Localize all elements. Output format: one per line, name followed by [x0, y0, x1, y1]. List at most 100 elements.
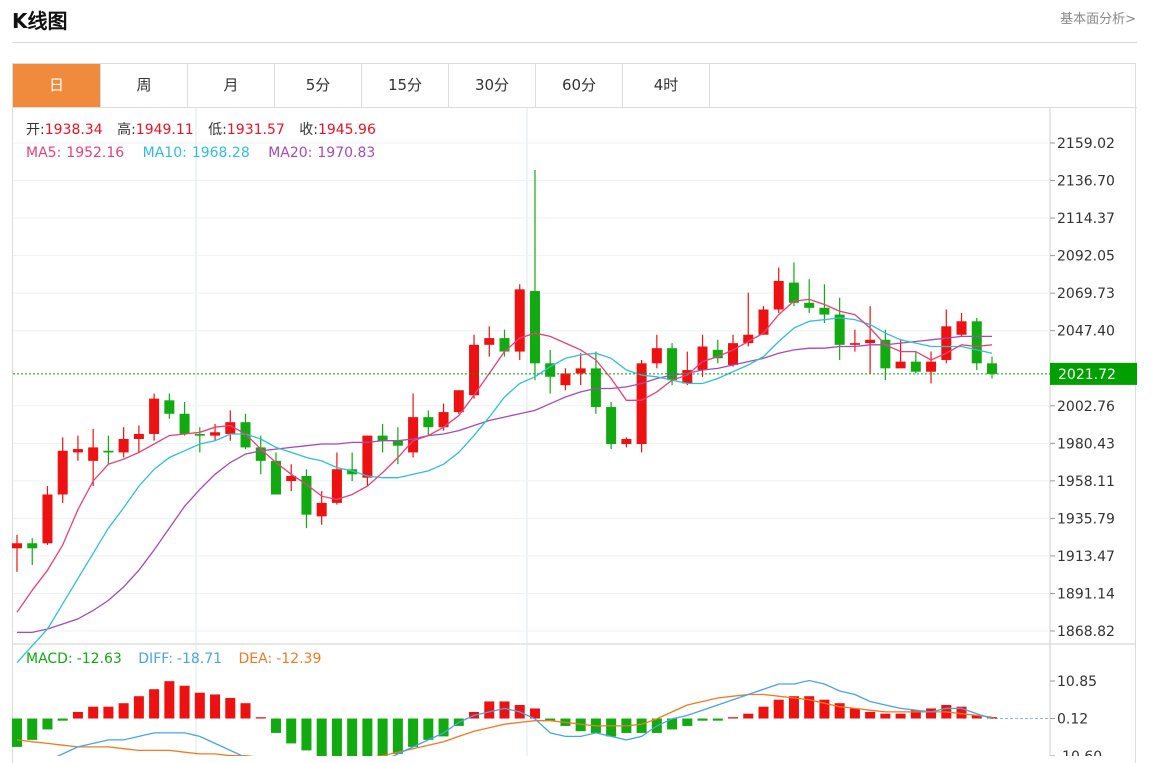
- macd-bar-24: [377, 718, 388, 756]
- candle-body-52: [804, 302, 815, 308]
- candle-body-51: [788, 282, 799, 303]
- macd-bar-16: [255, 717, 266, 719]
- ma-readout: MA5: 1952.16 MA10: 1968.28 MA20: 1970.83: [26, 145, 375, 161]
- candle-body-23: [362, 435, 373, 478]
- macd-bar-32: [499, 701, 510, 719]
- candle-body-56: [865, 339, 876, 344]
- dea-line: [16, 693, 993, 756]
- macd-bar-21: [331, 718, 342, 756]
- candle-body-10: [164, 400, 175, 414]
- ma-lines: 2021.72: [13, 298, 1137, 664]
- macd-bar-6: [103, 706, 114, 719]
- candle-body-36: [560, 373, 571, 386]
- y-axis: 2159.02 2136.70 2114.37 2092.05 2069.73 2047.…: [1050, 136, 1115, 640]
- candle-body-6: [103, 450, 114, 453]
- candle-body-22: [347, 469, 358, 475]
- candle-body-34: [529, 291, 540, 364]
- candle-body-14: [225, 422, 236, 434]
- candle-body-46: [712, 349, 723, 359]
- macd-tick-label-1: 0.12: [1057, 712, 1088, 728]
- macd-bar-23: [362, 718, 373, 756]
- macd-bar-27: [423, 718, 434, 740]
- macd-bar-25: [392, 718, 403, 754]
- candle-body-8: [133, 433, 144, 439]
- current-price-tag: [1050, 362, 1137, 385]
- kline-panel: 日 周 月 5分 15分 30分 60分 4时: [12, 63, 1137, 763]
- y-tick-label-1: 2136.70: [1057, 174, 1115, 190]
- fundamental-analysis-link[interactable]: 基本面分析>: [1060, 12, 1136, 27]
- y-tick-label-0: 2159.02: [1057, 136, 1115, 152]
- candle-body-62: [956, 321, 967, 335]
- candle-body-59: [910, 361, 921, 372]
- candle-body-29: [453, 390, 464, 413]
- macd-panel: 10.85 0.12 -10.60: [12, 674, 1102, 756]
- macd-bar-3: [57, 718, 68, 721]
- tab-5min[interactable]: 5分: [275, 64, 362, 107]
- y-tick-label-3: 2092.05: [1057, 249, 1115, 265]
- macd-tick-label-0: 10.85: [1057, 674, 1097, 690]
- macd-bar-48: [743, 713, 754, 719]
- y-tick-label-8: 1958.11: [1057, 474, 1115, 490]
- candle-body-4: [72, 449, 83, 453]
- candle-body-7: [118, 438, 129, 453]
- candle-body-20: [316, 502, 327, 517]
- candle-body-42: [651, 348, 662, 364]
- candle-body-41: [636, 363, 647, 445]
- period-tabs: 日 周 月 5分 15分 30分 60分 4时: [13, 64, 710, 107]
- candle-body-31: [484, 338, 495, 345]
- tab-day[interactable]: 日: [13, 64, 101, 107]
- candle-body-21: [331, 469, 342, 503]
- grid-lines: [13, 108, 1136, 756]
- macd-bar-13: [210, 694, 221, 719]
- candle-body-35: [545, 363, 556, 377]
- candle-body-25: [392, 440, 403, 446]
- candle-body-2: [42, 494, 53, 544]
- tabs-divider: [13, 107, 1137, 108]
- macd-bar-55: [849, 708, 860, 719]
- ma10-line: [16, 317, 993, 664]
- candle-body-13: [210, 432, 221, 436]
- candle-body-47: [728, 343, 739, 366]
- tab-4hour[interactable]: 4时: [623, 64, 710, 107]
- candle-body-49: [758, 309, 769, 335]
- candle-body-5: [88, 447, 99, 461]
- macd-bar-50: [773, 699, 784, 719]
- macd-bar-59: [910, 710, 921, 719]
- macd-bar-9: [149, 689, 160, 719]
- macd-bar-53: [819, 699, 830, 719]
- candle-body-27: [423, 417, 434, 428]
- macd-bar-60: [926, 708, 937, 719]
- page-title: K线图: [12, 9, 68, 33]
- candle-body-45: [697, 346, 708, 371]
- macd-bar-19: [301, 718, 312, 751]
- macd-bar-2: [42, 718, 53, 730]
- macd-bar-52: [804, 696, 815, 719]
- macd-bar-20: [316, 718, 327, 756]
- candle-body-44: [682, 370, 693, 384]
- candle-body-3: [57, 450, 68, 495]
- tab-30min[interactable]: 30分: [449, 64, 536, 107]
- tab-60min[interactable]: 60分: [536, 64, 623, 107]
- macd-bar-10: [164, 681, 175, 719]
- macd-bar-56: [865, 711, 876, 719]
- macd-bar-63: [971, 715, 982, 719]
- macd-bar-62: [956, 706, 967, 719]
- macd-bar-46: [712, 718, 723, 721]
- candle-body-37: [575, 368, 586, 374]
- candle-body-58: [895, 361, 906, 369]
- macd-bar-34: [529, 708, 540, 719]
- tab-week[interactable]: 周: [101, 64, 188, 107]
- candle-body-33: [514, 289, 525, 352]
- candle-body-63: [971, 321, 982, 364]
- macd-bar-12: [194, 692, 205, 719]
- candle-body-1: [27, 543, 38, 549]
- macd-bar-15: [240, 703, 251, 719]
- tab-month[interactable]: 月: [188, 64, 275, 107]
- candle-body-61: [941, 326, 952, 360]
- macd-bar-22: [347, 718, 358, 756]
- tab-15min[interactable]: 15分: [362, 64, 449, 107]
- candles: [12, 169, 997, 572]
- macd-bar-47: [728, 717, 739, 719]
- candle-body-54: [834, 314, 845, 345]
